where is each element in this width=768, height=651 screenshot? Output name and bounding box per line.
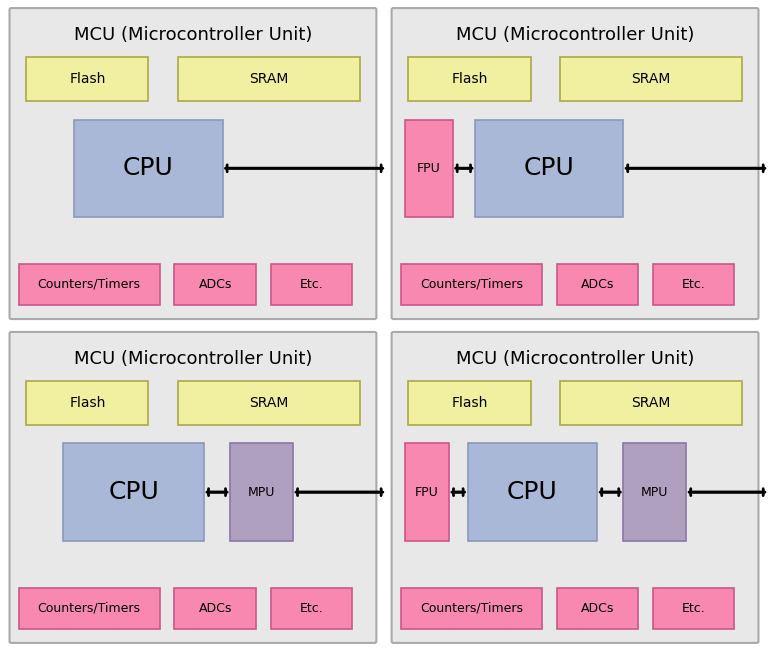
- Text: Counters/Timers: Counters/Timers: [420, 602, 523, 615]
- Text: Etc.: Etc.: [300, 278, 323, 291]
- Text: MCU (Microcontroller Unit): MCU (Microcontroller Unit): [74, 350, 312, 368]
- Text: SRAM: SRAM: [250, 72, 289, 86]
- Text: Counters/Timers: Counters/Timers: [38, 278, 141, 291]
- FancyBboxPatch shape: [26, 57, 148, 101]
- Text: Flash: Flash: [69, 72, 105, 86]
- Text: Flash: Flash: [452, 396, 488, 409]
- Text: CPU: CPU: [524, 156, 574, 180]
- FancyBboxPatch shape: [653, 588, 734, 629]
- Text: Flash: Flash: [69, 396, 105, 409]
- FancyBboxPatch shape: [623, 443, 687, 541]
- FancyBboxPatch shape: [653, 264, 734, 305]
- Text: Etc.: Etc.: [300, 602, 323, 615]
- FancyBboxPatch shape: [557, 588, 638, 629]
- FancyBboxPatch shape: [230, 443, 293, 541]
- FancyBboxPatch shape: [174, 264, 256, 305]
- FancyBboxPatch shape: [9, 332, 376, 643]
- FancyBboxPatch shape: [392, 8, 759, 319]
- Text: MPU: MPU: [248, 486, 275, 499]
- FancyBboxPatch shape: [405, 120, 453, 217]
- Text: SRAM: SRAM: [631, 396, 670, 409]
- FancyBboxPatch shape: [560, 57, 742, 101]
- Text: CPU: CPU: [108, 480, 159, 504]
- FancyBboxPatch shape: [409, 57, 531, 101]
- FancyBboxPatch shape: [63, 443, 204, 541]
- Text: MCU (Microcontroller Unit): MCU (Microcontroller Unit): [456, 350, 694, 368]
- Text: MCU (Microcontroller Unit): MCU (Microcontroller Unit): [74, 26, 312, 44]
- FancyBboxPatch shape: [401, 264, 541, 305]
- FancyBboxPatch shape: [18, 264, 160, 305]
- Text: MPU: MPU: [641, 486, 668, 499]
- FancyBboxPatch shape: [271, 588, 353, 629]
- Text: ADCs: ADCs: [581, 278, 614, 291]
- FancyBboxPatch shape: [401, 588, 541, 629]
- FancyBboxPatch shape: [178, 381, 359, 424]
- FancyBboxPatch shape: [26, 381, 148, 424]
- Text: CPU: CPU: [507, 480, 558, 504]
- Text: ADCs: ADCs: [581, 602, 614, 615]
- Text: SRAM: SRAM: [250, 396, 289, 409]
- Text: Flash: Flash: [452, 72, 488, 86]
- Text: Etc.: Etc.: [682, 278, 706, 291]
- FancyBboxPatch shape: [178, 57, 359, 101]
- FancyBboxPatch shape: [557, 264, 638, 305]
- Text: ADCs: ADCs: [198, 278, 232, 291]
- Text: Counters/Timers: Counters/Timers: [38, 602, 141, 615]
- Text: SRAM: SRAM: [631, 72, 670, 86]
- FancyBboxPatch shape: [560, 381, 742, 424]
- Text: Counters/Timers: Counters/Timers: [420, 278, 523, 291]
- FancyBboxPatch shape: [74, 120, 223, 217]
- FancyBboxPatch shape: [409, 381, 531, 424]
- Text: CPU: CPU: [123, 156, 174, 180]
- FancyBboxPatch shape: [405, 443, 449, 541]
- Text: FPU: FPU: [415, 486, 439, 499]
- FancyBboxPatch shape: [18, 588, 160, 629]
- FancyBboxPatch shape: [174, 588, 256, 629]
- Text: Etc.: Etc.: [682, 602, 706, 615]
- FancyBboxPatch shape: [9, 8, 376, 319]
- FancyBboxPatch shape: [475, 120, 623, 217]
- FancyBboxPatch shape: [468, 443, 598, 541]
- Text: FPU: FPU: [417, 162, 441, 174]
- FancyBboxPatch shape: [392, 332, 759, 643]
- Text: MCU (Microcontroller Unit): MCU (Microcontroller Unit): [456, 26, 694, 44]
- Text: ADCs: ADCs: [198, 602, 232, 615]
- FancyBboxPatch shape: [271, 264, 353, 305]
